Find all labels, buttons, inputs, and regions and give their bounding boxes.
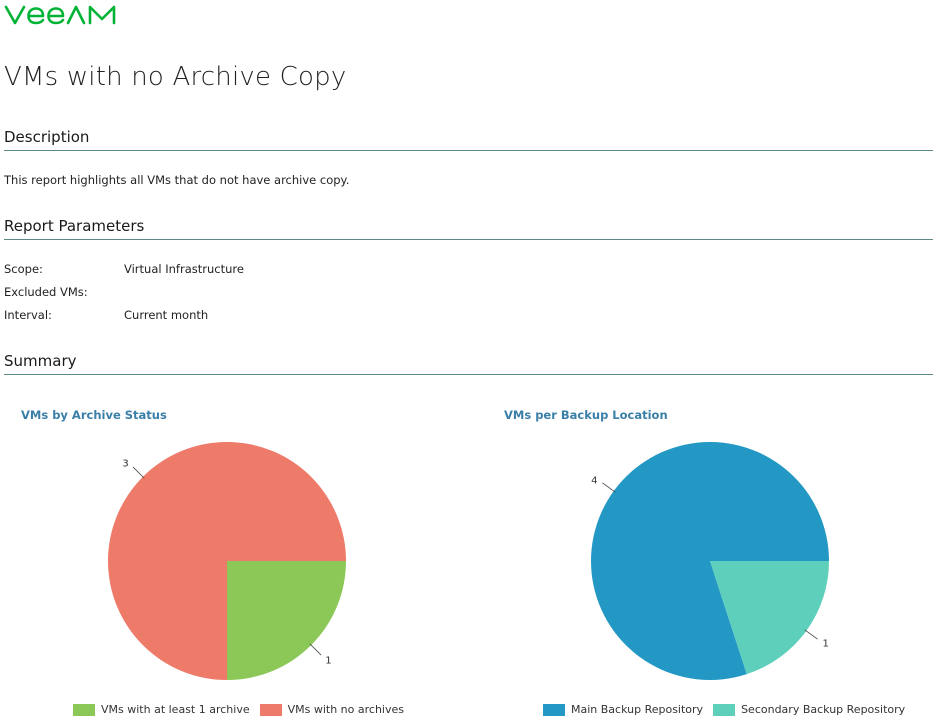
pie-slice — [108, 442, 346, 680]
pie-slice — [710, 561, 829, 675]
summary-header: Summary — [4, 352, 933, 375]
pie-slice — [591, 442, 829, 681]
pie-slice — [227, 561, 346, 680]
param-label-excluded-vms: Excluded VMs: — [4, 285, 88, 299]
description-text: This report highlights all VMs that do n… — [4, 173, 350, 187]
chart-title-archive-status: VMs by Archive Status — [21, 408, 167, 422]
legend-archive-status: VMs with at least 1 archive VMs with no … — [73, 703, 414, 716]
leader-line — [602, 482, 616, 493]
param-value-scope: Virtual Infrastructure — [124, 262, 244, 276]
legend-swatch — [713, 703, 736, 716]
param-label-scope: Scope: — [4, 262, 43, 276]
page-title: VMs with no Archive Copy — [4, 62, 347, 92]
data-label: 1 — [822, 639, 828, 650]
legend-item-main-backup-repository: Main Backup Repository — [543, 703, 703, 716]
legend-swatch — [543, 703, 565, 716]
legend-label: Main Backup Repository — [571, 703, 704, 716]
legend-swatch — [73, 703, 95, 716]
legend-item-at-least-1-archive: VMs with at least 1 archive — [73, 703, 250, 716]
legend-item-secondary-backup-repository: Secondary Backup Repository — [713, 703, 905, 716]
report-parameters-header: Report Parameters — [4, 217, 933, 240]
legend-backup-location: Main Backup Repository Secondary Backup … — [543, 703, 915, 716]
param-label-interval: Interval: — [4, 308, 52, 322]
data-label: 3 — [122, 459, 128, 470]
data-label: 4 — [591, 475, 597, 486]
legend-label: VMs with no archives — [287, 703, 404, 716]
legend-label: VMs with at least 1 archive — [101, 703, 250, 716]
legend-item-no-archives: VMs with no archives — [259, 703, 404, 716]
data-label: 1 — [325, 655, 331, 666]
veeam-logo — [4, 5, 116, 25]
param-value-interval: Current month — [124, 308, 209, 322]
pie-chart-backup-location: 41 — [591, 442, 829, 681]
pie-chart-archive-status: 13 — [108, 442, 346, 680]
description-header: Description — [4, 128, 933, 151]
leader-line — [132, 466, 145, 479]
leader-line — [309, 643, 322, 656]
legend-label: Secondary Backup Repository — [741, 703, 906, 716]
chart-title-backup-location: VMs per Backup Location — [504, 408, 668, 422]
leader-line — [804, 629, 818, 640]
legend-swatch — [259, 703, 282, 716]
